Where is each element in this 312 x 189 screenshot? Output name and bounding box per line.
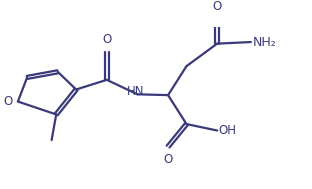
Text: O: O [102,33,111,46]
Text: HN: HN [127,85,145,98]
Text: O: O [3,95,12,108]
Text: OH: OH [219,124,237,137]
Text: NH₂: NH₂ [252,36,276,49]
Text: O: O [212,0,222,13]
Text: O: O [163,153,173,166]
